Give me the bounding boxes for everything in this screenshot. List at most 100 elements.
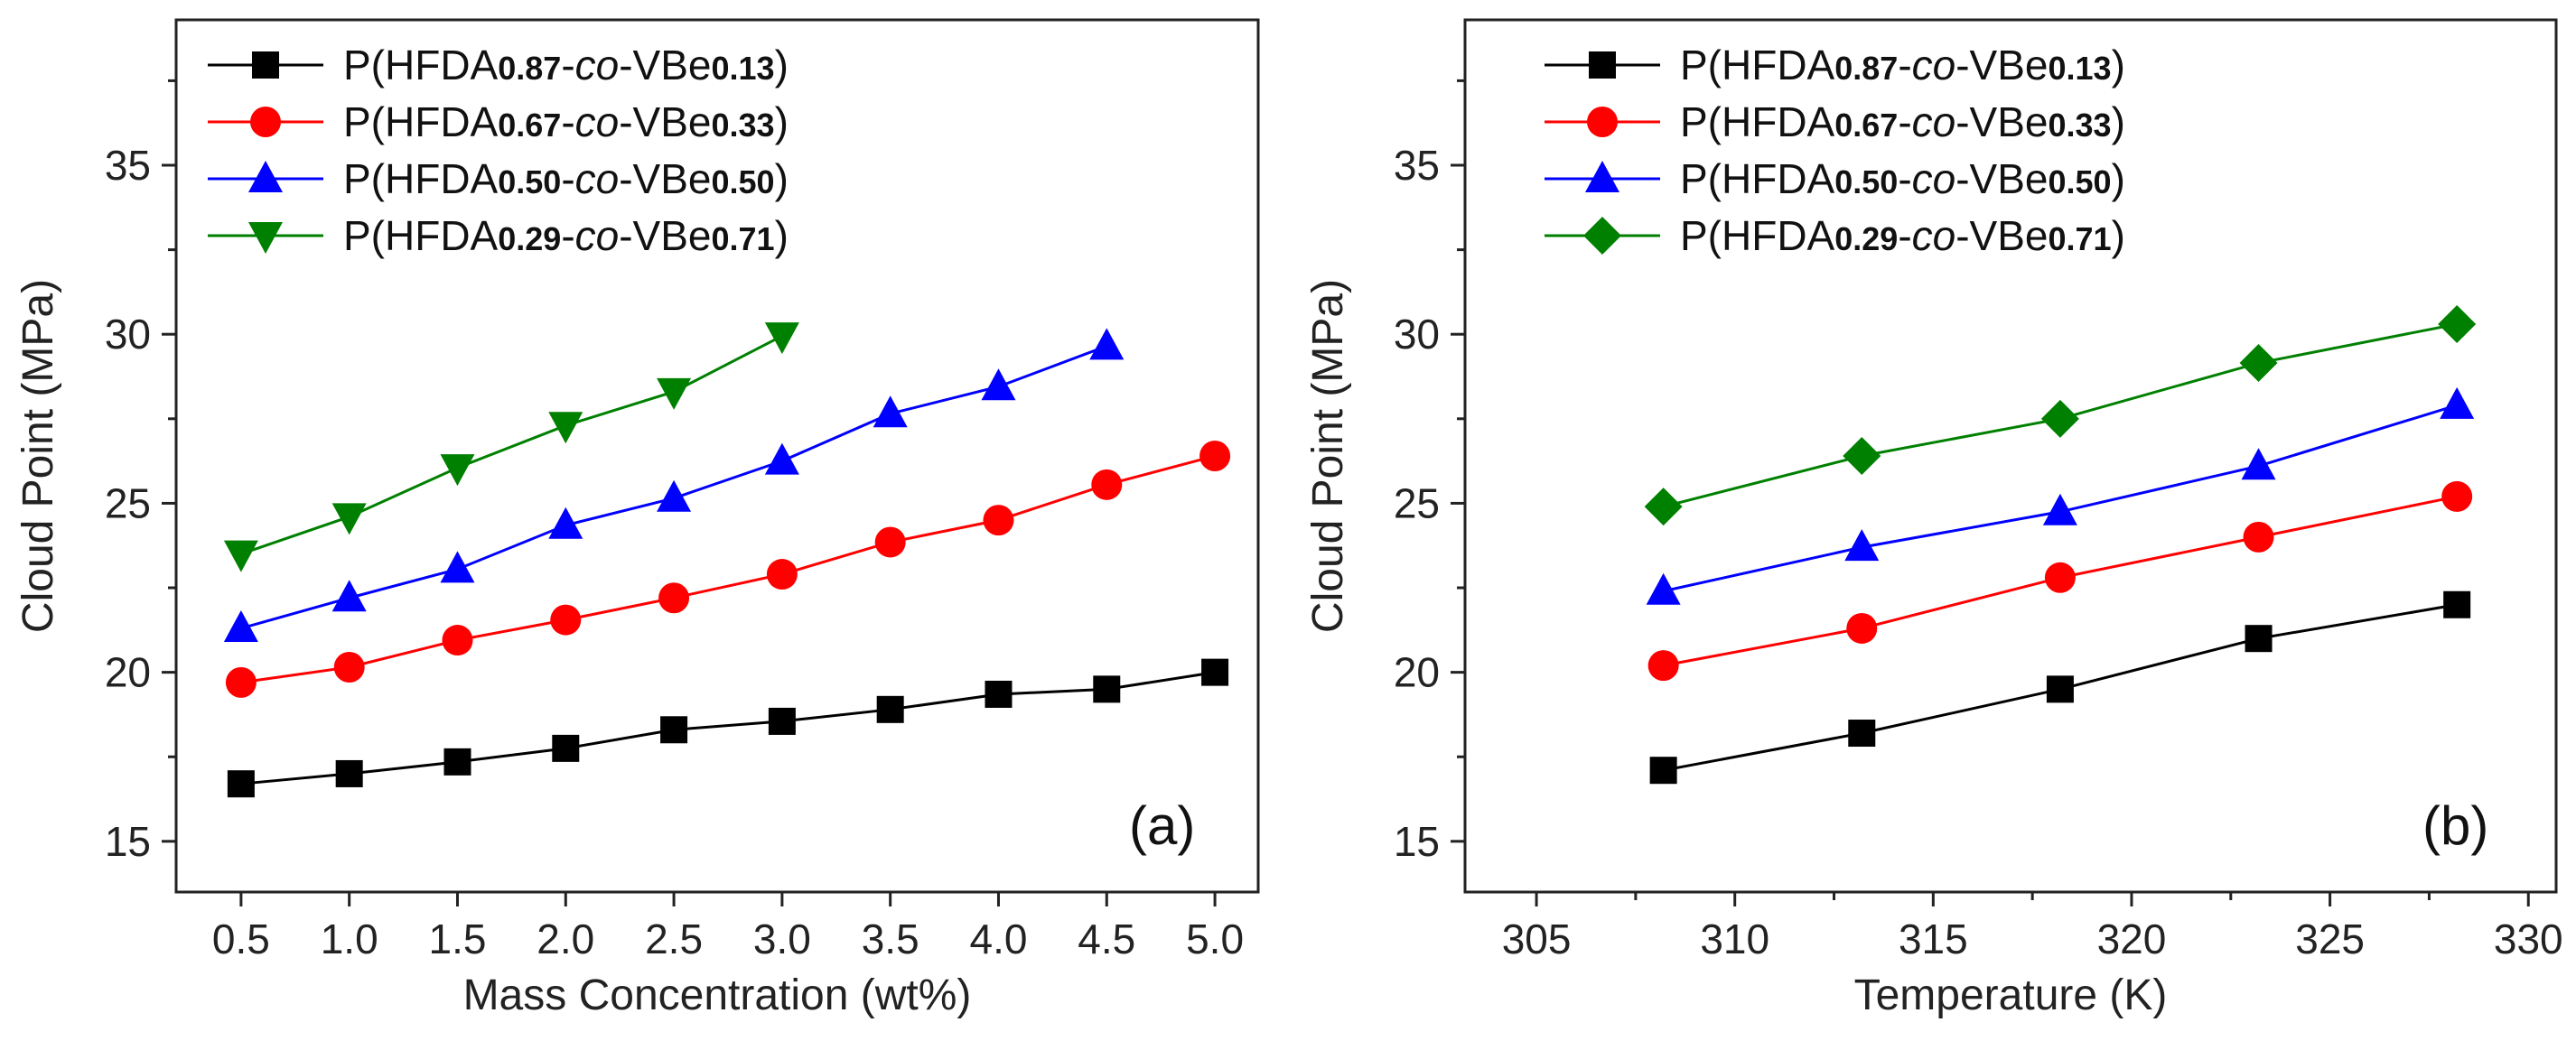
y-tick-label-a: 25 <box>105 479 151 526</box>
legend-marker-a-4 <box>248 222 283 254</box>
x-tick-label-b: 320 <box>2097 916 2167 962</box>
x-tick-label-a: 4.0 <box>970 916 1028 962</box>
y-tick-label-b: 35 <box>1394 142 1440 189</box>
data-point-a-3 <box>981 368 1016 401</box>
x-tick-label-a: 1.0 <box>321 916 378 962</box>
x-tick-label-a: 0.5 <box>212 916 270 962</box>
x-tick-label-a: 2.0 <box>537 916 594 962</box>
x-tick-label-a: 2.5 <box>645 916 703 962</box>
data-point-a-1 <box>443 748 471 776</box>
legend-label-b-1: P(HFDA0.87-co-VBe0.13) <box>1680 42 2125 88</box>
legend-marker-a-2 <box>250 107 281 137</box>
data-point-a-2 <box>983 505 1014 536</box>
plot-frame-b <box>1463 18 2558 894</box>
y-tick-label-b: 20 <box>1394 649 1440 696</box>
data-point-b-4 <box>2040 399 2079 438</box>
data-point-a-1 <box>552 734 580 762</box>
data-point-b-2 <box>2441 480 2473 512</box>
data-point-b-1 <box>1848 720 1876 748</box>
legend-marker-a-1 <box>252 51 279 79</box>
x-tick-label-a: 5.0 <box>1186 916 1244 962</box>
legend-label-b-4: P(HFDA0.29-co-VBe0.71) <box>1680 212 2125 259</box>
data-point-b-4 <box>2239 344 2278 383</box>
x-tick-label-a: 3.5 <box>862 916 919 962</box>
x-tick-label-b: 310 <box>1700 916 1769 962</box>
data-point-b-3 <box>2440 386 2475 419</box>
y-tick-label-a: 20 <box>105 649 151 696</box>
data-point-b-1 <box>2046 675 2074 703</box>
plot-frame-a <box>174 18 1260 894</box>
x-tick-label-a: 1.5 <box>429 916 487 962</box>
data-point-a-4 <box>223 540 258 572</box>
x-tick-label-b: 305 <box>1502 916 1572 962</box>
data-point-b-2 <box>2044 562 2076 593</box>
y-axis-label-a: Cloud Point (MPa) <box>14 279 62 633</box>
data-point-a-3 <box>657 479 692 512</box>
y-tick-label-b: 30 <box>1394 311 1440 358</box>
x-tick-label-a: 4.5 <box>1078 916 1135 962</box>
data-point-b-3 <box>2241 448 2276 480</box>
data-point-a-3 <box>331 580 367 612</box>
data-point-b-1 <box>1649 757 1677 785</box>
data-point-a-4 <box>440 454 475 487</box>
data-point-a-2 <box>1199 441 1231 471</box>
legend-label-b-3: P(HFDA0.50-co-VBe0.50) <box>1680 155 2125 202</box>
x-axis-label-a: Mass Concentration (wt%) <box>463 971 972 1019</box>
data-point-a-2 <box>442 625 473 656</box>
data-point-a-1 <box>985 680 1013 708</box>
data-point-a-4 <box>331 503 367 535</box>
panel-label-b: (b) <box>2422 795 2488 856</box>
data-point-b-3 <box>1646 572 1681 605</box>
legend-label-a-1: P(HFDA0.87-co-VBe0.13) <box>343 42 789 88</box>
y-tick-label-a: 30 <box>105 311 151 358</box>
data-point-b-2 <box>2243 521 2274 553</box>
data-point-b-3 <box>2042 493 2077 525</box>
data-point-b-4 <box>1843 437 1881 475</box>
series-line-a-4 <box>240 334 783 555</box>
legend-marker-a-3 <box>248 161 283 192</box>
x-axis-label-b: Temperature (K) <box>1854 971 2168 1019</box>
x-tick-label-b: 325 <box>2295 916 2365 962</box>
data-point-a-2 <box>550 604 582 636</box>
data-point-a-3 <box>223 609 258 642</box>
data-point-a-3 <box>1089 328 1125 360</box>
y-tick-label-a: 35 <box>105 142 151 189</box>
y-tick-label-b: 15 <box>1394 818 1440 865</box>
legend-label-a-4: P(HFDA0.29-co-VBe0.71) <box>343 212 789 259</box>
data-point-a-3 <box>548 507 583 539</box>
data-point-a-2 <box>766 559 798 590</box>
data-point-a-1 <box>768 707 796 735</box>
x-tick-label-a: 3.0 <box>753 916 811 962</box>
data-point-b-2 <box>1846 612 1878 644</box>
data-point-a-4 <box>657 377 692 410</box>
legend-label-b-2: P(HFDA0.67-co-VBe0.33) <box>1680 98 2125 145</box>
data-point-a-2 <box>333 652 365 683</box>
series-line-a-1 <box>240 671 1216 785</box>
data-point-a-3 <box>764 442 799 475</box>
x-tick-label-b: 315 <box>1899 916 1968 962</box>
data-point-a-2 <box>658 582 690 614</box>
panel-label-a: (a) <box>1129 795 1195 856</box>
legend-marker-b-3 <box>1585 161 1619 192</box>
x-tick-label-b: 330 <box>2494 916 2563 962</box>
data-point-a-3 <box>873 395 908 428</box>
y-tick-label-a: 15 <box>105 818 151 865</box>
data-point-b-3 <box>1844 529 1880 562</box>
data-point-a-4 <box>548 412 583 444</box>
panel-a: 15 20 25 30 35 0.5 1.0 1.5 2.0 2.5 3.0 3.5 4.0 4.5 5.0… <box>14 18 1260 1019</box>
data-point-a-1 <box>1093 675 1121 703</box>
data-point-a-1 <box>335 759 363 787</box>
data-point-b-1 <box>2245 625 2273 653</box>
data-point-a-4 <box>764 322 799 355</box>
data-point-b-1 <box>2443 590 2471 618</box>
legend-marker-b-2 <box>1587 107 1618 137</box>
data-point-a-2 <box>1091 469 1123 500</box>
y-tick-label-b: 25 <box>1394 479 1440 526</box>
series-line-a-2 <box>240 454 1216 684</box>
data-point-a-2 <box>225 666 257 698</box>
legend-label-a-3: P(HFDA0.50-co-VBe0.50) <box>343 155 789 202</box>
legend-label-a-2: P(HFDA0.67-co-VBe0.33) <box>343 98 789 145</box>
data-point-a-1 <box>876 695 904 723</box>
